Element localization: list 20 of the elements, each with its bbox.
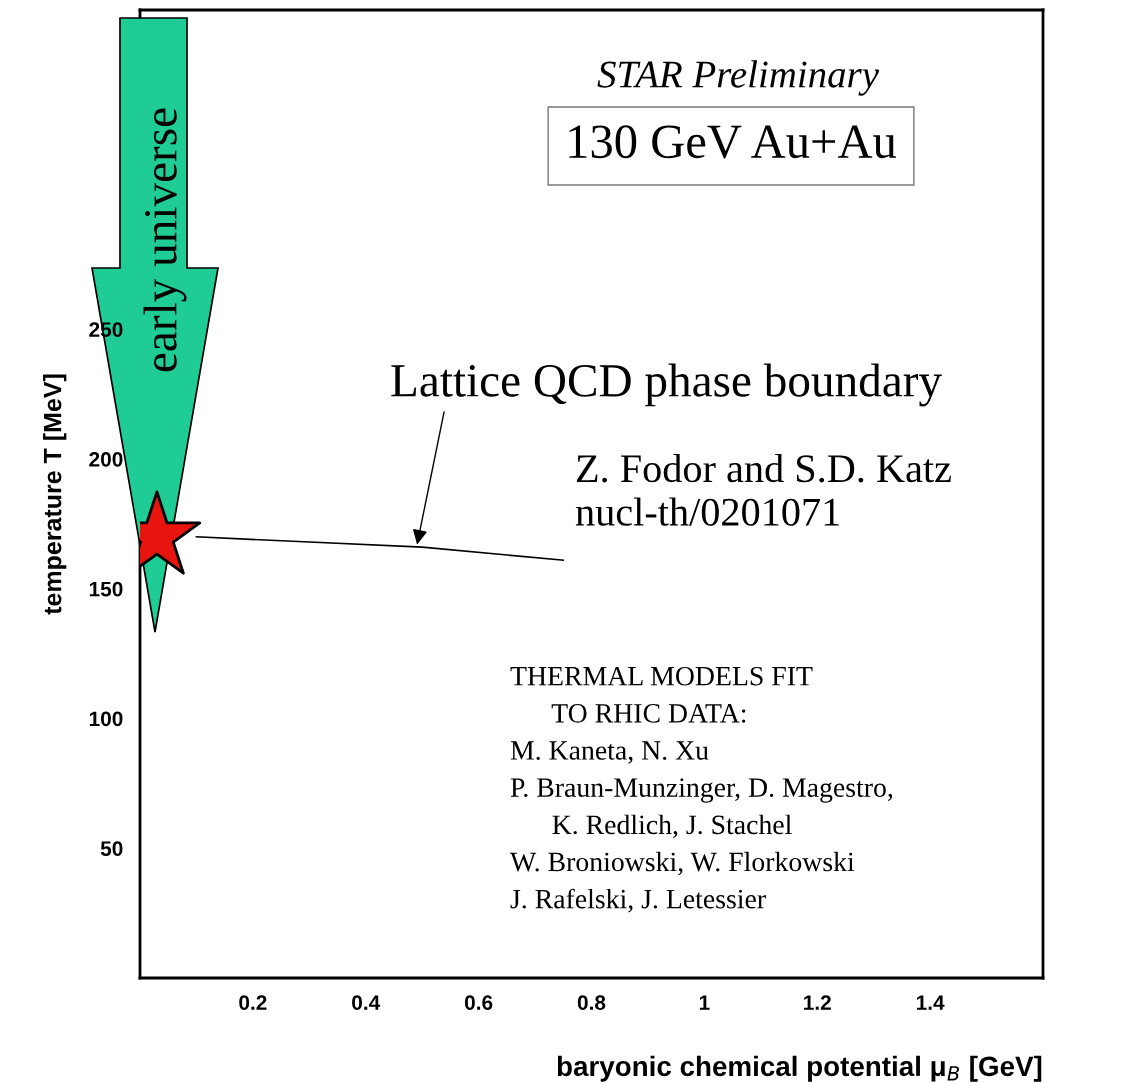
y-axis-title: temperature T [MeV] <box>43 374 67 615</box>
x-tick-label: 1.2 <box>804 995 831 1010</box>
x-tick-label: 0.2 <box>239 995 267 1010</box>
annotation: STAR Preliminary <box>597 60 879 96</box>
line-series <box>195 535 565 562</box>
y-tick-label: 200 <box>89 451 123 467</box>
x-axis-title: baryonic chemical potential μ$_{B}$ [GeV] <box>557 1055 1042 1082</box>
x-tick-label: 0.4 <box>352 995 381 1010</box>
annotation: early universe <box>143 108 187 372</box>
y-tick-label: 100 <box>89 711 123 727</box>
annotation: THERMAL MODELS FIT TO RHIC DATA: M. Kaneta, N. Xu P. Braun-Munzinger, D. Magestro, K. Redlich, J. Stachel W. Broniowski, W. Florkowski J. Rafelski, J. Letessier <box>510 666 893 913</box>
x-tick-label: 0.6 <box>464 995 493 1010</box>
y-tick-label: 50 <box>100 841 123 856</box>
x-tick-label: 0.8 <box>577 995 606 1010</box>
y-tick-label: 150 <box>89 581 123 597</box>
annotation: Z. Fodor and S.D. Katz nucl-th/0201071 <box>575 453 951 526</box>
annotation: Lattice QCD phase boundary <box>391 363 942 407</box>
x-tick-label: 1 <box>699 995 710 1010</box>
annotation: 130 GeV Au+Au <box>569 125 897 159</box>
x-tick-label: 1.4 <box>916 995 945 1010</box>
